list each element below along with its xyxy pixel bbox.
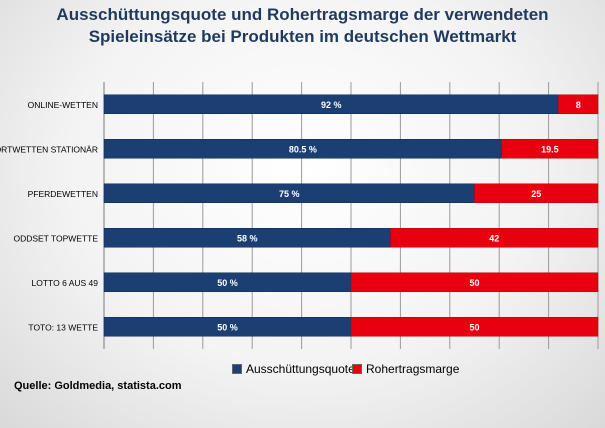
category-label: TOTO: 13 WETTE	[28, 322, 98, 332]
bar-margin	[350, 272, 599, 292]
category-label: LOTTO 6 AUS 49	[32, 278, 99, 288]
data-label-margin: 19.5	[541, 144, 559, 154]
category-label: ONLINE-WETTEN	[28, 100, 98, 110]
legend-label-payout: Ausschüttungsquote	[246, 362, 355, 376]
chart-title: Ausschüttungsquote und Rohertragsmarge d…	[0, 4, 605, 48]
data-label-payout: 75 %	[279, 189, 300, 199]
legend-item-margin: Rohertragsmarge	[352, 362, 459, 376]
bar-margin	[474, 183, 599, 203]
data-label-payout: 92 %	[321, 100, 342, 110]
bar-margin	[558, 94, 599, 114]
category-label: ODDSET TOPWETTE	[13, 233, 98, 243]
category-label: PFERDEWETTEN	[28, 189, 98, 199]
data-label-payout: 58 %	[237, 233, 258, 243]
legend-item-payout: Ausschüttungsquote	[232, 362, 355, 376]
bar-margin	[350, 317, 599, 337]
legend-label-margin: Rohertragsmarge	[366, 362, 460, 376]
bar-margin	[390, 228, 599, 248]
data-label-margin: 50	[469, 278, 479, 288]
source-note: Quelle: Goldmedia, statista.com	[14, 380, 182, 392]
legend-swatch-margin	[352, 364, 362, 374]
legend-swatch-payout	[232, 364, 242, 374]
chart-title-line-2: Spieleinsätze bei Produkten im deutschen…	[88, 27, 517, 46]
chart-title-line-1: Ausschüttungsquote und Rohertragsmarge d…	[56, 5, 549, 24]
data-label-payout: 50 %	[217, 278, 238, 288]
data-label-payout: 80.5 %	[289, 144, 317, 154]
data-label-margin: 42	[489, 233, 499, 243]
data-label-margin: 25	[531, 189, 541, 199]
data-label-payout: 50 %	[217, 322, 238, 332]
category-label: SPORTWETTEN STATIONÄR	[0, 144, 98, 154]
data-label-margin: 50	[469, 322, 479, 332]
data-label-margin: 8	[576, 100, 581, 110]
bar-margin	[501, 139, 599, 159]
